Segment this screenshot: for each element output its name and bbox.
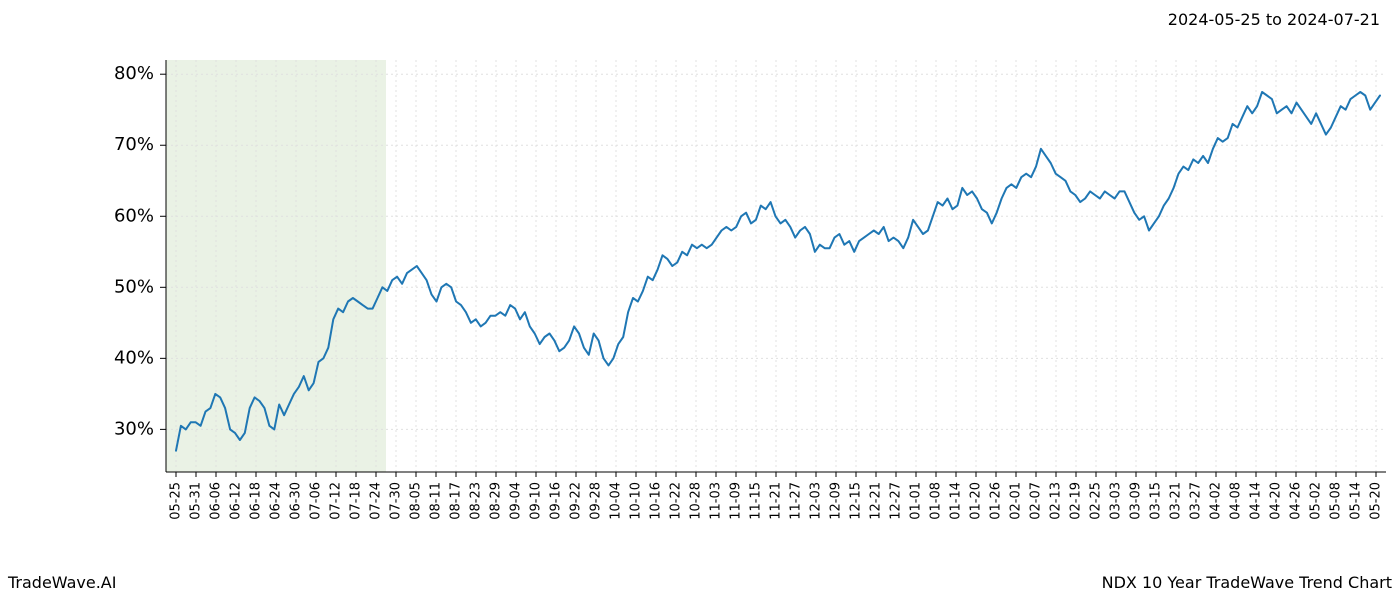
- x-tick-label: 05-02: [1309, 482, 1324, 520]
- x-tick-label: 03-09: [1129, 482, 1144, 520]
- x-tick-label: 06-12: [229, 482, 244, 520]
- x-tick-label: 11-21: [769, 482, 784, 520]
- x-tick-label: 10-28: [689, 482, 704, 520]
- x-tick-label: 08-17: [449, 482, 464, 520]
- x-tick-label: 11-27: [789, 482, 804, 520]
- x-tick-label: 07-18: [349, 482, 364, 520]
- x-tick-label: 09-28: [589, 482, 604, 520]
- x-tick-label: 01-26: [989, 482, 1004, 520]
- footer-title: NDX 10 Year TradeWave Trend Chart: [1102, 573, 1392, 592]
- x-tick-label: 02-25: [1089, 482, 1104, 520]
- x-tick-label: 01-20: [969, 482, 984, 520]
- x-tick-label: 06-24: [269, 482, 284, 520]
- x-tick-label: 07-24: [369, 482, 384, 520]
- x-tick-label: 10-10: [629, 482, 644, 520]
- y-tick-label: 60%: [114, 205, 154, 226]
- x-tick-label: 08-05: [409, 482, 424, 520]
- x-tick-label: 03-27: [1189, 482, 1204, 520]
- y-tick-label: 30%: [114, 418, 154, 439]
- x-tick-label: 11-03: [709, 482, 724, 520]
- x-tick-label: 04-26: [1289, 482, 1304, 520]
- x-tick-label: 05-14: [1349, 482, 1364, 520]
- x-tick-label: 03-03: [1109, 482, 1124, 520]
- x-tick-label: 03-21: [1169, 482, 1184, 520]
- x-tick-label: 05-31: [189, 482, 204, 520]
- footer-brand: TradeWave.AI: [8, 573, 116, 592]
- x-tick-label: 07-06: [309, 482, 324, 520]
- x-tick-label: 11-15: [749, 482, 764, 520]
- x-tick-label: 10-22: [669, 482, 684, 520]
- x-tick-label: 11-09: [729, 482, 744, 520]
- x-tick-label: 02-19: [1069, 482, 1084, 520]
- x-tick-label: 04-20: [1269, 482, 1284, 520]
- x-tick-label: 05-25: [169, 482, 184, 520]
- x-tick-label: 01-01: [909, 482, 924, 520]
- x-tick-label: 06-06: [209, 482, 224, 520]
- x-tick-label: 06-30: [289, 482, 304, 520]
- x-tick-label: 04-08: [1229, 482, 1244, 520]
- y-tick-label: 70%: [114, 134, 154, 155]
- x-tick-label: 02-01: [1009, 482, 1024, 520]
- x-tick-label: 06-18: [249, 482, 264, 520]
- x-tick-label: 08-23: [469, 482, 484, 520]
- x-tick-label: 10-16: [649, 482, 664, 520]
- x-tick-label: 10-04: [609, 482, 624, 520]
- x-tick-label: 03-15: [1149, 482, 1164, 520]
- date-range-label: 2024-05-25 to 2024-07-21: [1168, 10, 1380, 29]
- x-tick-label: 04-14: [1249, 482, 1264, 520]
- trend-chart: 2024-05-25 to 2024-07-21 TradeWave.AI ND…: [0, 0, 1400, 600]
- x-tick-label: 12-15: [849, 482, 864, 520]
- x-tick-label: 09-22: [569, 482, 584, 520]
- x-tick-label: 09-04: [509, 482, 524, 520]
- x-tick-label: 05-20: [1369, 482, 1384, 520]
- y-tick-label: 50%: [114, 276, 154, 297]
- x-tick-label: 04-02: [1209, 482, 1224, 520]
- x-tick-label: 01-14: [949, 482, 964, 520]
- chart-svg: 30% 40% 50% 60% 70% 80% 05-25 05-31 06-06 06-12 06…: [0, 0, 1400, 600]
- y-tick-label: 80%: [114, 63, 154, 84]
- x-tick-label: 08-11: [429, 482, 444, 520]
- x-tick-label: 09-10: [529, 482, 544, 520]
- x-tick-label: 02-13: [1049, 482, 1064, 520]
- x-tick-label: 12-21: [869, 482, 884, 520]
- x-tick-label: 02-07: [1029, 482, 1044, 520]
- x-tick-label: 08-29: [489, 482, 504, 520]
- x-tick-label: 05-08: [1329, 482, 1344, 520]
- x-tick-label: 01-08: [929, 482, 944, 520]
- x-tick-label: 07-30: [389, 482, 404, 520]
- x-tick-label: 07-12: [329, 482, 344, 520]
- x-tick-label: 12-27: [889, 482, 904, 520]
- x-tick-label: 12-09: [829, 482, 844, 520]
- x-tick-label: 09-16: [549, 482, 564, 520]
- x-tick-label: 12-03: [809, 482, 824, 520]
- y-tick-label: 40%: [114, 347, 154, 368]
